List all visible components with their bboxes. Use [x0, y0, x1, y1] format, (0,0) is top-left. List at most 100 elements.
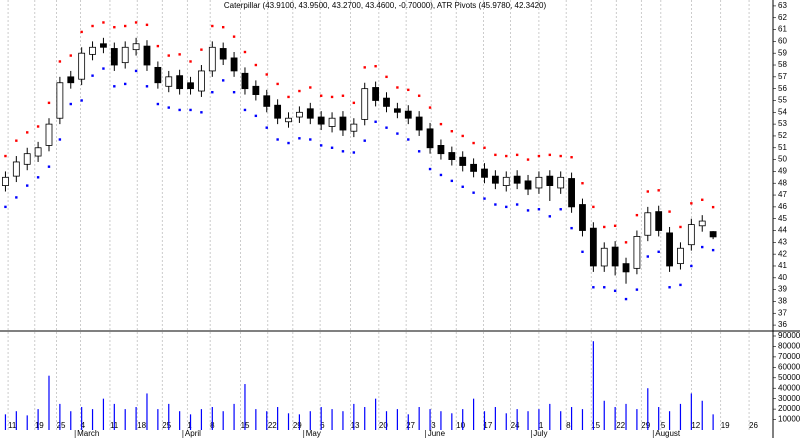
candle-body: [176, 75, 184, 90]
y-tick-label: 54: [778, 107, 787, 116]
volume-bar: [396, 409, 398, 430]
pivot-dot: [124, 82, 127, 86]
volume-bar: [179, 411, 181, 430]
volume-bar: [701, 400, 703, 430]
pivot-dot: [341, 150, 345, 153]
y-tick-label: 56: [778, 84, 787, 93]
pivot-dot: [134, 21, 138, 24]
x-tick-label: 1: [187, 421, 192, 430]
candle-body: [34, 147, 42, 157]
volume-bar: [690, 393, 692, 430]
volume-bar: [516, 409, 518, 430]
y-tick-label: 46: [778, 202, 787, 211]
pivot-dot: [200, 48, 203, 51]
volume-bar: [418, 407, 420, 430]
pivot-dot: [156, 44, 160, 48]
candle-body: [263, 95, 271, 107]
candle-body: [535, 176, 543, 189]
pivot-dot: [483, 197, 486, 200]
pivot-dot: [189, 108, 192, 112]
x-tick-label: 6: [320, 421, 325, 430]
candle-body: [350, 123, 358, 132]
x-tick-label: 26: [749, 421, 758, 430]
x-tick-label: 17: [483, 421, 492, 430]
x-tick-label: 10: [456, 421, 465, 430]
volume-bar: [331, 409, 333, 430]
pivot-dot: [494, 203, 497, 206]
candle-body: [633, 236, 641, 269]
y-tick-label: 44: [778, 226, 787, 235]
volume-bar: [581, 409, 584, 430]
candle-body: [241, 72, 249, 90]
pivot-dot: [352, 101, 356, 105]
x-tick-label: 13: [351, 421, 360, 430]
volume-bar: [494, 407, 496, 430]
pivot-dot: [15, 139, 18, 142]
candle-body: [502, 176, 510, 186]
pivot-dot: [374, 65, 377, 68]
chart-title: Caterpillar (43.9100, 43.9500, 43.2700, …: [224, 1, 547, 10]
pivot-dot: [559, 208, 562, 211]
volume-bar: [527, 411, 529, 430]
pivot-dot: [537, 208, 541, 211]
pivot-dot: [559, 154, 562, 158]
volume-bar: [679, 403, 682, 430]
pivot-dot: [80, 99, 83, 102]
pivot-dot: [80, 30, 83, 34]
pivot-dot: [668, 210, 671, 213]
pivot-dot: [526, 209, 530, 212]
pivot-dot: [102, 21, 105, 24]
pivot-dot: [407, 88, 410, 92]
pivot-dot: [526, 158, 530, 161]
volume-bar: [647, 388, 649, 430]
y-tick-label: 50000: [778, 373, 800, 382]
candle-body: [154, 66, 162, 84]
pivot-dot: [592, 286, 595, 289]
y-tick-label: 70000: [778, 352, 800, 361]
candle-body: [404, 110, 412, 119]
volume-bar: [15, 411, 17, 430]
candle-body: [56, 82, 64, 119]
pivot-dot: [461, 185, 464, 188]
volume-bar: [287, 413, 290, 430]
x-tick-label: 29: [293, 421, 302, 430]
pivot-dot: [385, 75, 388, 79]
candle-body: [677, 247, 684, 265]
y-tick-label: 40000: [778, 383, 800, 392]
pivot-dot: [145, 85, 149, 88]
pivot-dot: [537, 154, 541, 158]
x-tick-label: 24: [511, 421, 520, 430]
pivot-dot: [679, 225, 682, 229]
pivot-dot: [26, 184, 29, 187]
x-tick-label: 29: [641, 421, 650, 430]
pivot-dot: [4, 205, 7, 209]
x-tick-label: 19: [721, 421, 730, 430]
pivot-dot: [646, 190, 649, 193]
candle-body: [2, 176, 9, 186]
pivot-dot: [396, 132, 399, 135]
volume-bar: [244, 384, 246, 430]
pivot-dot: [58, 138, 62, 141]
x-major-label: March: [77, 429, 99, 438]
pivot-dot: [47, 165, 51, 168]
volume-bar: [146, 393, 148, 430]
candle-body: [546, 175, 554, 186]
volume-bar: [168, 403, 170, 430]
pivot-dot: [254, 114, 258, 118]
pivot-dot: [243, 50, 247, 54]
y-tick-label: 42: [778, 249, 787, 258]
candle-body: [306, 108, 314, 119]
volume-bar: [603, 400, 605, 430]
pivot-dot: [428, 167, 432, 171]
pivot-dot: [613, 289, 617, 293]
y-tick-label: 10000: [778, 415, 800, 424]
pivot-dot: [428, 106, 432, 109]
x-tick-label: 8: [566, 421, 571, 430]
x-tick-label: 25: [162, 421, 171, 430]
y-tick-label: 60: [778, 36, 787, 45]
pivot-dot: [668, 286, 671, 289]
candle-body: [198, 70, 205, 92]
pivot-dot: [374, 120, 377, 123]
candle-body: [579, 204, 586, 231]
pivot-dot: [189, 60, 192, 63]
